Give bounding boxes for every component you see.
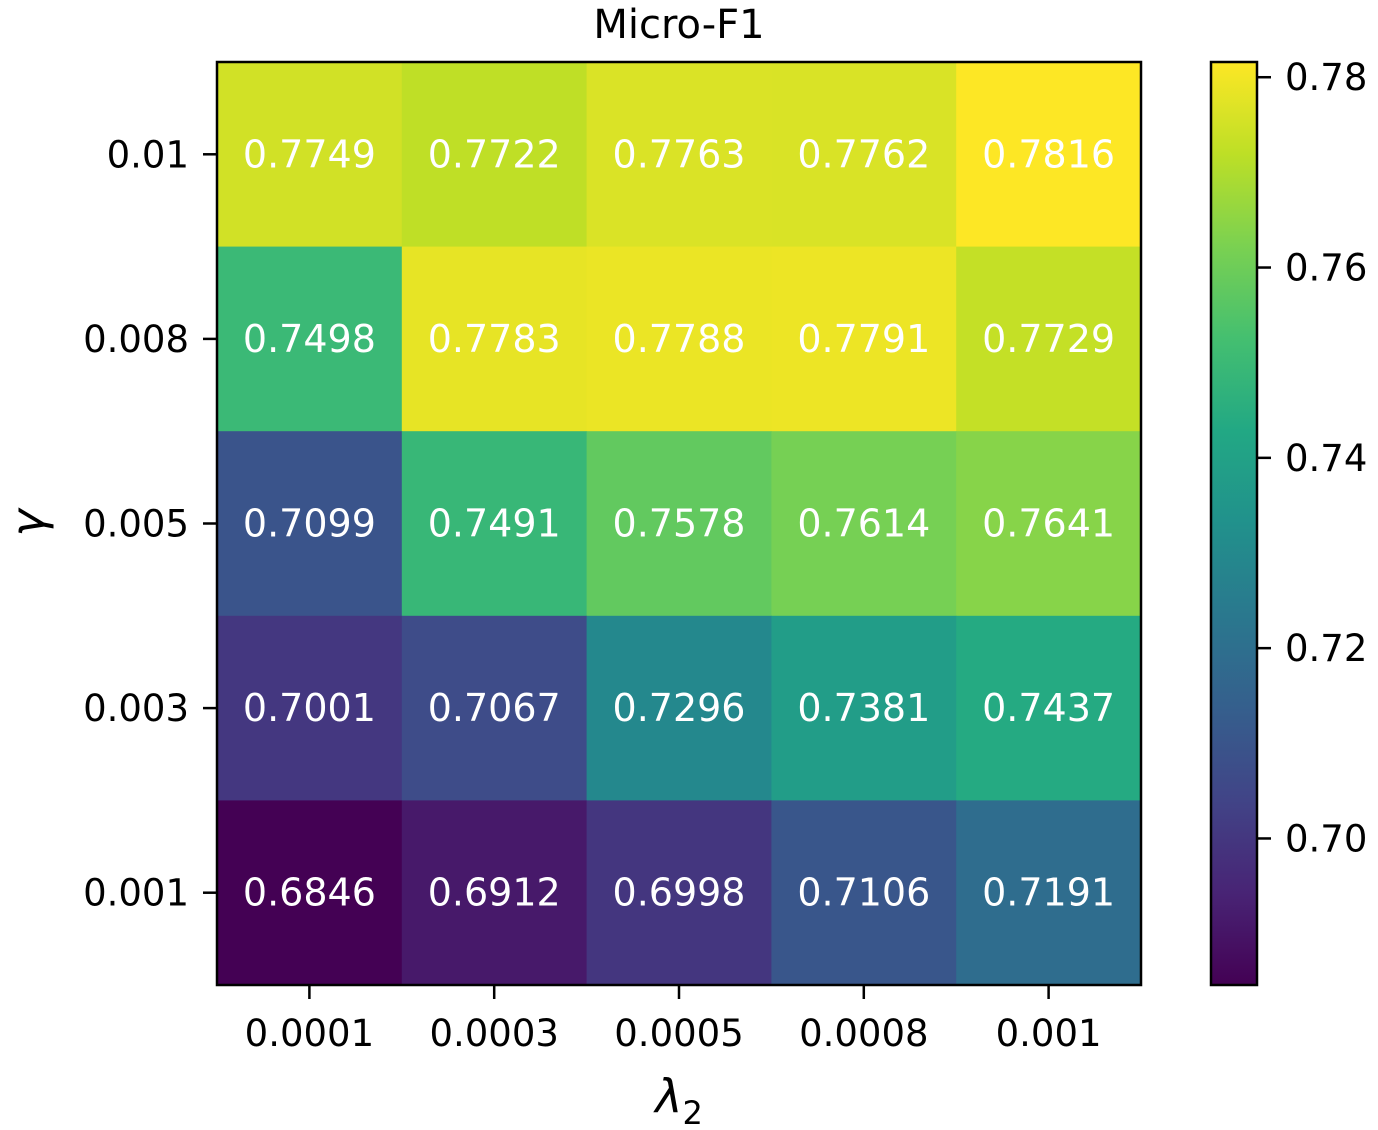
- x-axis-label-subscript: 2: [682, 1094, 702, 1126]
- cell-value-label: 0.7437: [982, 686, 1115, 730]
- colorbar-tick-label: 0.72: [1285, 627, 1367, 670]
- heatmap-cell: [401, 431, 588, 617]
- cell-value-label: 0.7762: [797, 132, 930, 176]
- heatmap-cell: [956, 800, 1142, 986]
- heatmap-cell: [586, 62, 772, 248]
- heatmap-cell: [956, 62, 1142, 248]
- heatmap-cell: [771, 800, 957, 986]
- heatmap-cell: [401, 615, 588, 801]
- cell-value-label: 0.7491: [428, 502, 561, 546]
- heatmap-cells: [217, 62, 1142, 986]
- cell-value-label: 0.7783: [428, 317, 561, 361]
- x-tick-label: 0.0008: [799, 1012, 928, 1055]
- y-tick-label: 0.003: [83, 687, 189, 730]
- cell-value-label: 0.6912: [428, 871, 561, 915]
- heatmap-cell: [586, 246, 772, 432]
- y-tick-label: 0.001: [83, 872, 189, 915]
- cell-value-label: 0.7381: [797, 686, 930, 730]
- y-axis-label: γ: [1, 507, 55, 537]
- heatmap-cell: [217, 62, 403, 248]
- cell-value-label: 0.7749: [243, 132, 376, 176]
- cell-value-label: 0.7099: [243, 502, 376, 546]
- x-axis-label-main: λ: [652, 1069, 682, 1123]
- colorbar-tick-label: 0.74: [1285, 437, 1367, 480]
- cell-value-label: 0.7578: [613, 502, 746, 546]
- heatmap-cell: [771, 431, 957, 617]
- cell-value-label: 0.7641: [982, 502, 1115, 546]
- cell-value-label: 0.7067: [428, 686, 561, 730]
- y-tick-label: 0.01: [107, 133, 189, 176]
- x-tick-label: 0.0003: [429, 1012, 558, 1055]
- cell-value-label: 0.7722: [428, 132, 561, 176]
- heatmap-cell: [217, 431, 403, 617]
- heatmap-cell: [956, 431, 1142, 617]
- heatmap-cell: [956, 246, 1142, 432]
- cell-value-label: 0.7106: [797, 871, 930, 915]
- colorbar-tick-label: 0.76: [1285, 247, 1367, 290]
- colorbar-ticks: 0.70 0.72 0.74 0.76 0.78: [1257, 56, 1367, 860]
- heatmap-cell: [401, 62, 588, 248]
- cell-value-label: 0.7788: [613, 317, 746, 361]
- cell-value-label: 0.6846: [243, 871, 376, 915]
- colorbar-frame: [1209, 60, 1259, 987]
- heatmap-cell: [586, 615, 772, 801]
- heatmap-cell: [586, 800, 772, 986]
- cell-value-label: 0.7729: [982, 317, 1115, 361]
- heatmap-cell: [217, 800, 403, 986]
- heatmap-cell: [771, 615, 957, 801]
- x-tick-label: 0.001: [996, 1012, 1102, 1055]
- heatmap-cell: [401, 246, 588, 432]
- cell-value-label: 0.7191: [982, 871, 1115, 915]
- cell-value-label: 0.7763: [613, 132, 746, 176]
- x-tick-label: 0.0001: [245, 1012, 374, 1055]
- y-tick-label: 0.008: [83, 318, 189, 361]
- y-axis-ticks: 0.01 0.008 0.005 0.003 0.001: [83, 133, 217, 915]
- cell-value-label: 0.7791: [797, 317, 930, 361]
- x-tick-label: 0.0005: [614, 1012, 743, 1055]
- heatmap-cell: [401, 800, 588, 986]
- heatmap-cell: [586, 431, 772, 617]
- colorbar: [1211, 62, 1257, 985]
- chart-title: Micro-F1: [593, 2, 764, 48]
- heatmap-cell: [771, 246, 957, 432]
- cell-value-label: 0.7296: [613, 686, 746, 730]
- x-axis-ticks: 0.0001 0.0003 0.0005 0.0008 0.001: [245, 985, 1102, 1055]
- cell-value-label: 0.7816: [982, 132, 1115, 176]
- heatmap-cell-labels: 0.7749 0.7722 0.7763 0.7762 0.7816 0.7498 0.77…: [243, 132, 1115, 914]
- cell-value-label: 0.7001: [243, 686, 376, 730]
- y-tick-label: 0.005: [83, 503, 189, 546]
- heatmap-cell: [217, 615, 403, 801]
- x-axis-label: λ2: [652, 1069, 703, 1126]
- colorbar-tick-label: 0.70: [1285, 817, 1367, 860]
- heatmap-cell: [956, 615, 1142, 801]
- heatmap-cell: [771, 62, 957, 248]
- colorbar-tick-label: 0.78: [1285, 56, 1367, 99]
- cell-value-label: 0.6998: [613, 871, 746, 915]
- heatmap-cell: [217, 246, 403, 432]
- cell-value-label: 0.7614: [797, 502, 930, 546]
- cell-value-label: 0.7498: [243, 317, 376, 361]
